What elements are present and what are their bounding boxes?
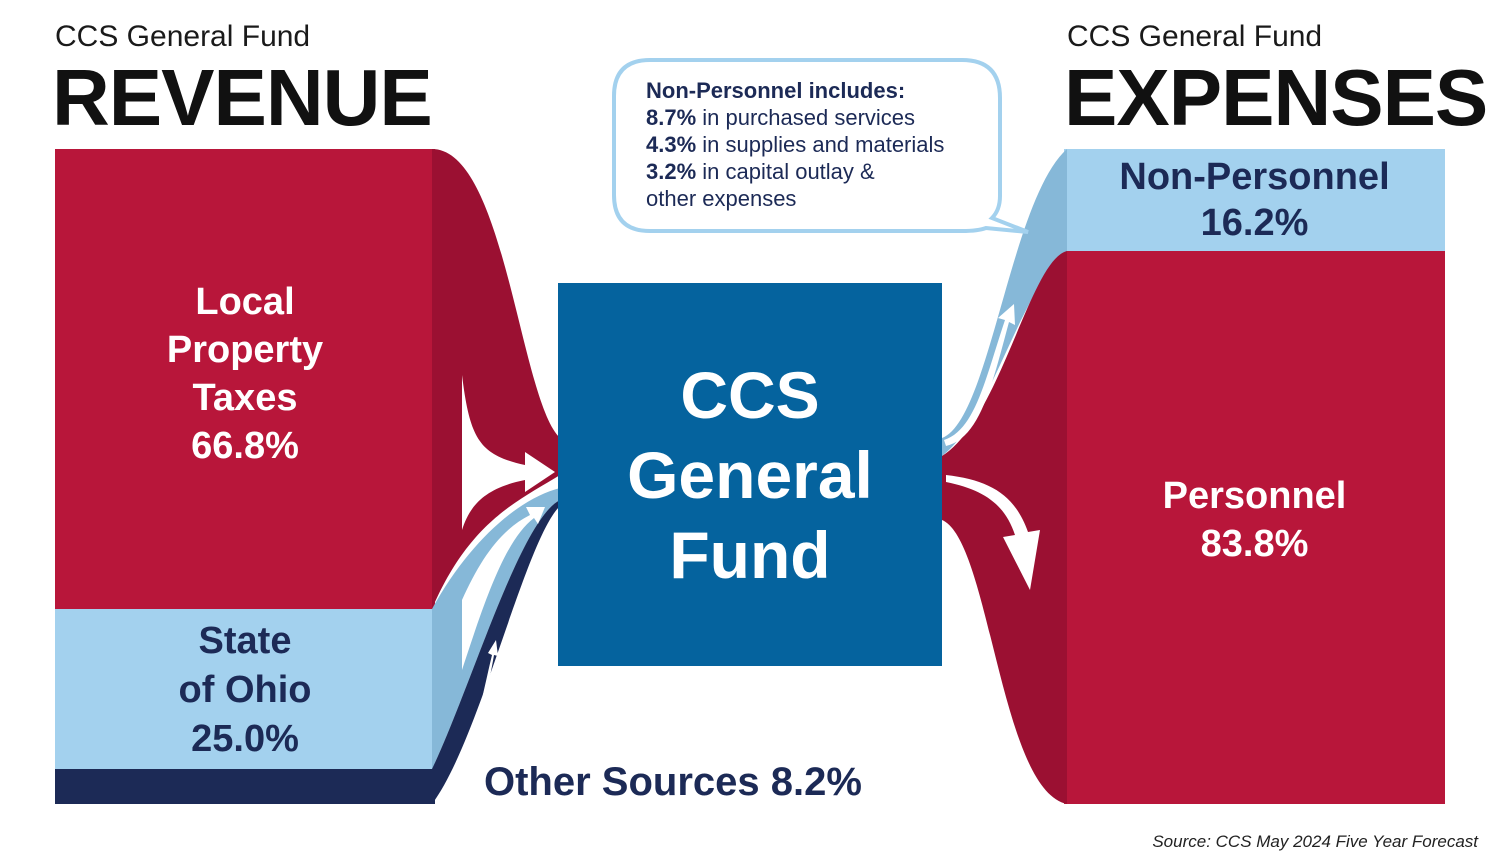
revenue-state-block (55, 609, 435, 769)
center-label: CCS General Fund (558, 355, 942, 595)
expense-personnel-block (1064, 251, 1445, 804)
arrow-personnel-icon (946, 475, 1040, 590)
revenue-local-line-2: Property (166, 329, 324, 371)
revenue-title: REVENUE (52, 53, 433, 142)
expenses-subtitle: CCS General Fund (1067, 20, 1323, 53)
callout-item-percent: 4.3% (646, 132, 697, 157)
arrow-other-icon (466, 640, 498, 762)
revenue-local-line-1: Local (195, 281, 295, 323)
revenue-local-label: Local Property Taxes 66.8% (55, 278, 435, 470)
callout-item: 3.2% in capital outlay & (646, 158, 991, 185)
revenue-local-line-3: Taxes (192, 377, 298, 419)
revenue-state-line-2: of Ohio (178, 669, 312, 711)
revenue-state-percent: 25.0% (191, 718, 299, 760)
revenue-other-label: Other Sources 8.2% (484, 760, 862, 804)
callout-heading: Non-Personnel includes: (646, 78, 906, 103)
arrow-nonpersonnel-icon (944, 304, 1015, 446)
center-line-3: Fund (669, 518, 831, 592)
arrow-local-icon (462, 375, 555, 530)
flow-nonpersonnel (942, 149, 1067, 456)
callout-continuation: other expenses (646, 186, 797, 211)
callout-item-text: in supplies and materials (696, 132, 945, 157)
revenue-state-line-1: State (198, 620, 292, 662)
callout-item-text: in capital outlay & (696, 159, 875, 184)
expense-nonpersonnel-name: Non-Personnel (1119, 156, 1390, 198)
callout-item-percent: 8.7% (646, 105, 697, 130)
callout-item: 8.7% in purchased services (646, 104, 991, 131)
revenue-local-percent: 66.8% (191, 425, 299, 467)
revenue-subtitle: CCS General Fund (55, 20, 311, 53)
expense-nonpersonnel-block (1064, 149, 1445, 251)
expense-nonpersonnel-label: Non-Personnel 16.2% (1064, 154, 1445, 246)
callout-content: Non-Personnel includes: 8.7% in purchase… (646, 77, 991, 212)
source-note: Source: CCS May 2024 Five Year Forecast (1152, 832, 1478, 851)
callout-item: 4.3% in supplies and materials (646, 131, 991, 158)
expense-personnel-name: Personnel (1162, 475, 1347, 517)
expense-personnel-label: Personnel 83.8% (1064, 472, 1445, 568)
flow-personnel (942, 251, 1067, 804)
revenue-local-block (55, 149, 435, 609)
callout-bubble (612, 58, 1029, 234)
center-line-1: CCS (680, 358, 820, 432)
arrow-state-icon (462, 507, 545, 670)
revenue-other-block (55, 769, 435, 804)
callout-item-text: in purchased services (696, 105, 916, 130)
callout-item-percent: 3.2% (646, 159, 697, 184)
revenue-state-label: State of Ohio 25.0% (55, 617, 435, 764)
expense-nonpersonnel-percent: 16.2% (1200, 202, 1309, 244)
expense-personnel-percent: 83.8% (1200, 523, 1309, 565)
center-line-2: General (627, 438, 873, 512)
expenses-title: EXPENSES (1064, 53, 1488, 142)
center-box (558, 283, 942, 666)
